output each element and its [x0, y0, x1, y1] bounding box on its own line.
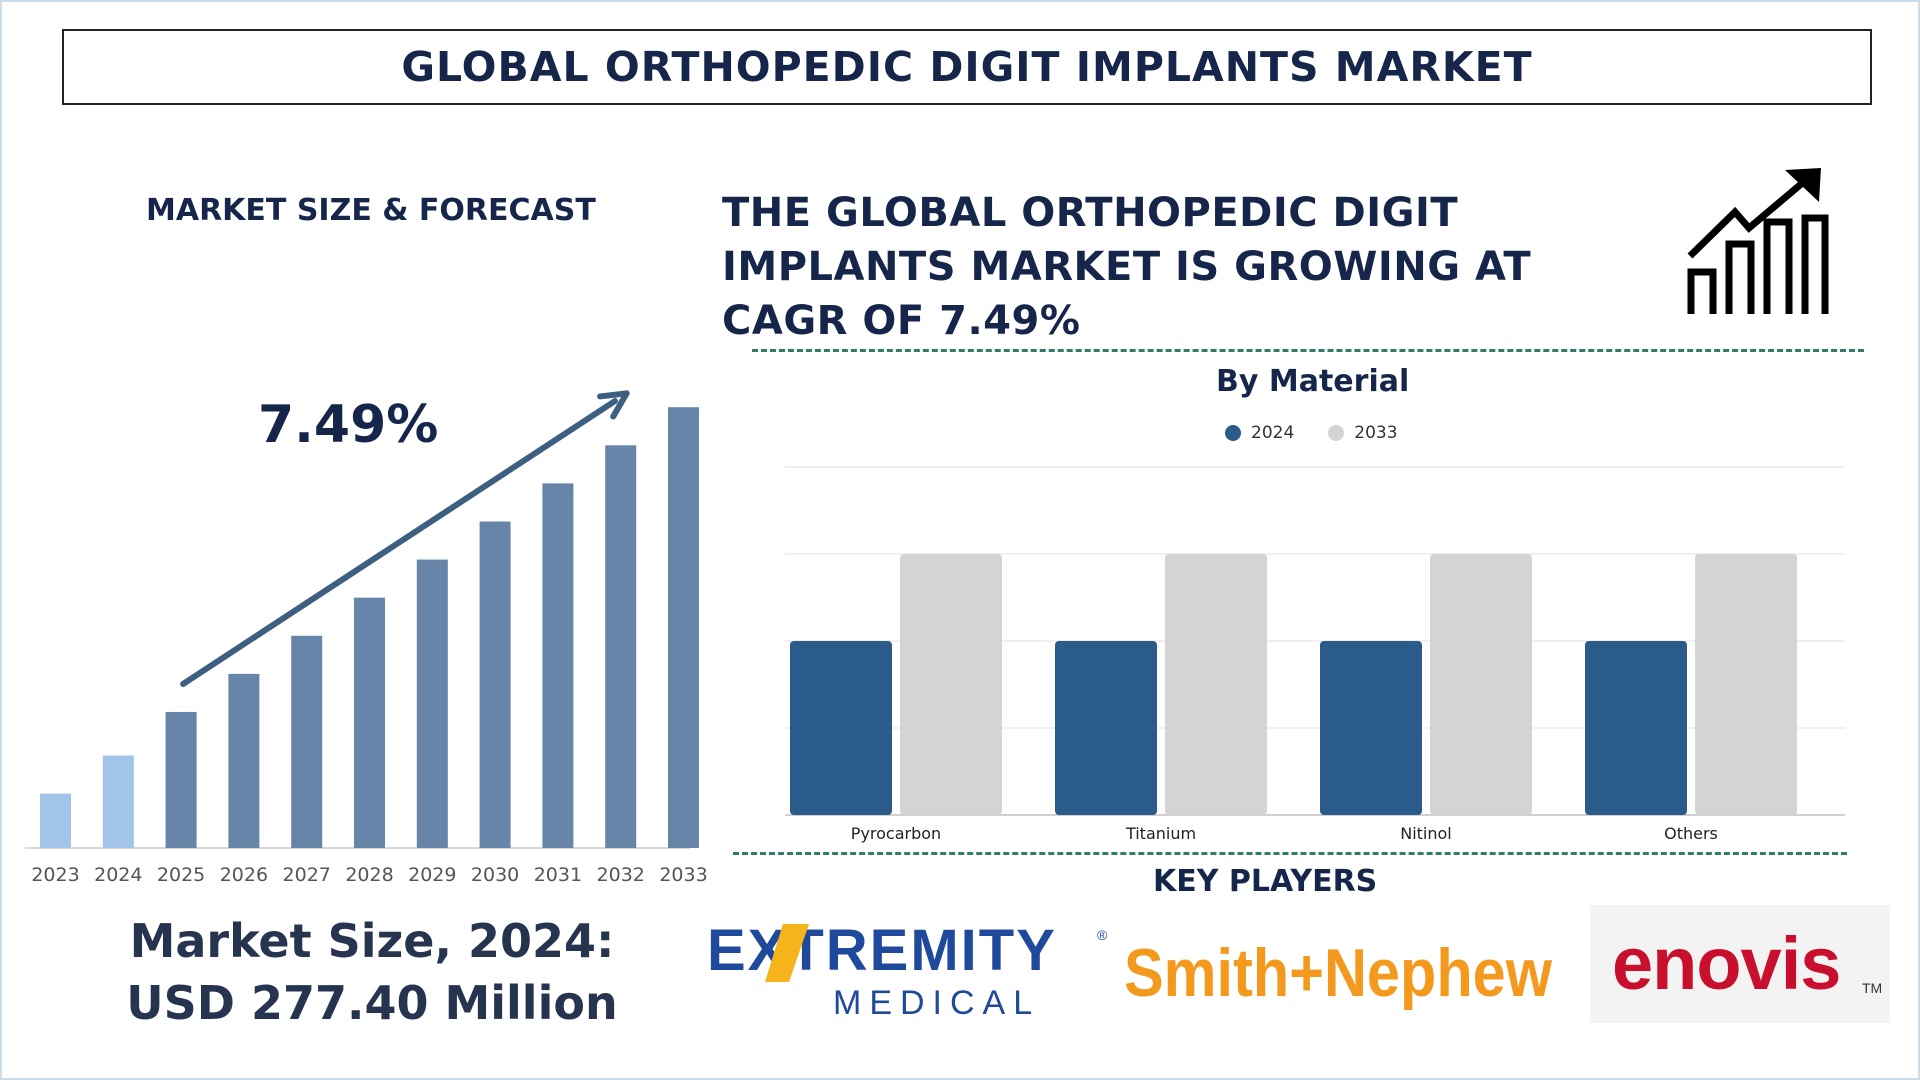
trend-arrow-line: [180, 397, 618, 687]
section-divider-top: [752, 349, 1864, 352]
forecast-bar-2023: [40, 793, 71, 848]
forecast-bar-2024: [102, 755, 134, 848]
material-category-label: Pyrocarbon: [851, 824, 941, 843]
legend-label-2033: 2033: [1354, 423, 1398, 443]
enovis-text: enovis: [1612, 922, 1840, 1005]
year-tick-label: 2024: [94, 864, 142, 886]
year-tick-label: 2029: [408, 864, 456, 886]
legend-item-2033: 2033: [1328, 423, 1398, 443]
material-category-label: Titanium: [1125, 824, 1196, 843]
material-bar-titanium-2024: [1055, 641, 1157, 815]
forecast-bar-2027: [291, 635, 323, 848]
extremity-logo-reg: ®: [1097, 927, 1108, 943]
year-tick-label: 2027: [283, 864, 331, 886]
forecast-bar-2031: [542, 483, 574, 848]
material-bar-pyrocarbon-2024: [790, 641, 892, 815]
cagr-headline: THE GLOBAL ORTHOPEDIC DIGIT IMPLANTS MAR…: [722, 190, 1532, 344]
material-bar-nitinol-2024: [1320, 641, 1422, 815]
year-tick-label: 2030: [471, 864, 519, 886]
growth-chart-icon: [1687, 168, 1829, 314]
year-tick-label: 2023: [31, 864, 79, 886]
trend-arrow-head: [597, 390, 630, 420]
forecast-bar-2028: [354, 597, 385, 848]
market-size-summary: Market Size, 2024: USD 277.40 Million: [112, 910, 632, 1034]
extremity-medical-logo: EXTREMITY ® MEDICAL: [707, 918, 1108, 1022]
market-size-line1: Market Size, 2024:: [129, 914, 615, 968]
by-material-title: By Material: [1216, 364, 1410, 399]
smith-nephew-logo: Smith+Nephew: [1124, 935, 1553, 1011]
material-bar-pyrocarbon-2033: [900, 554, 1002, 815]
material-category-label: Nitinol: [1400, 824, 1452, 843]
smith-nephew-text: Smith+Nephew: [1124, 935, 1553, 1011]
forecast-bar-2029: [416, 559, 448, 848]
forecast-bar-2026: [228, 673, 260, 848]
material-category-label: Others: [1664, 824, 1718, 843]
material-bar-others-2033: [1695, 554, 1797, 815]
market-size-bar-chart: 2023 2024 2025 2026 2027 2028 2029 2030 2031 2032…: [25, 390, 708, 886]
by-material-bar-chart: Pyrocarbon Titanium Nitinol Others: [785, 466, 1845, 843]
material-bar-nitinol-2033: [1430, 554, 1532, 815]
market-size-line2: USD 277.40 Million: [126, 976, 618, 1030]
year-tick-label: 2025: [157, 864, 205, 886]
legend-label-2024: 2024: [1251, 423, 1295, 443]
enovis-logo: enovis TM: [1590, 905, 1890, 1023]
forecast-bar-2032: [605, 445, 637, 848]
legend-item-2024: 2024: [1225, 423, 1294, 443]
year-tick-label: 2033: [659, 864, 707, 886]
year-tick-label: 2031: [534, 864, 582, 886]
material-bar-titanium-2033: [1165, 554, 1267, 815]
section-divider-bottom: [733, 852, 1847, 855]
extremity-logo-text: EXTREMITY: [707, 918, 1057, 983]
enovis-tm: TM: [1862, 980, 1882, 996]
legend-dot-2033: [1328, 425, 1345, 441]
forecast-bar-2025: [165, 711, 197, 848]
legend-dot-2024: [1225, 425, 1241, 441]
medical-logo-text: MEDICAL: [833, 984, 1040, 1022]
key-players-label: KEY PLAYERS: [1153, 864, 1378, 899]
title-banner: GLOBAL ORTHOPEDIC DIGIT IMPLANTS MARKET: [62, 29, 1872, 105]
forecast-bar-2033: [668, 407, 699, 848]
year-tick-label: 2032: [597, 864, 645, 886]
page-title: GLOBAL ORTHOPEDIC DIGIT IMPLANTS MARKET: [401, 43, 1533, 91]
extremity-x-accent: [765, 924, 809, 982]
year-tick-label: 2026: [220, 864, 268, 886]
chart-legend: 2024 2033: [1225, 423, 1398, 443]
year-tick-label: 2028: [345, 864, 393, 886]
market-size-forecast-label: MARKET SIZE & FORECAST: [146, 193, 596, 228]
cagr-annotation: 7.49%: [258, 395, 439, 455]
material-bar-others-2024: [1585, 641, 1687, 815]
forecast-bar-2030: [479, 521, 511, 848]
